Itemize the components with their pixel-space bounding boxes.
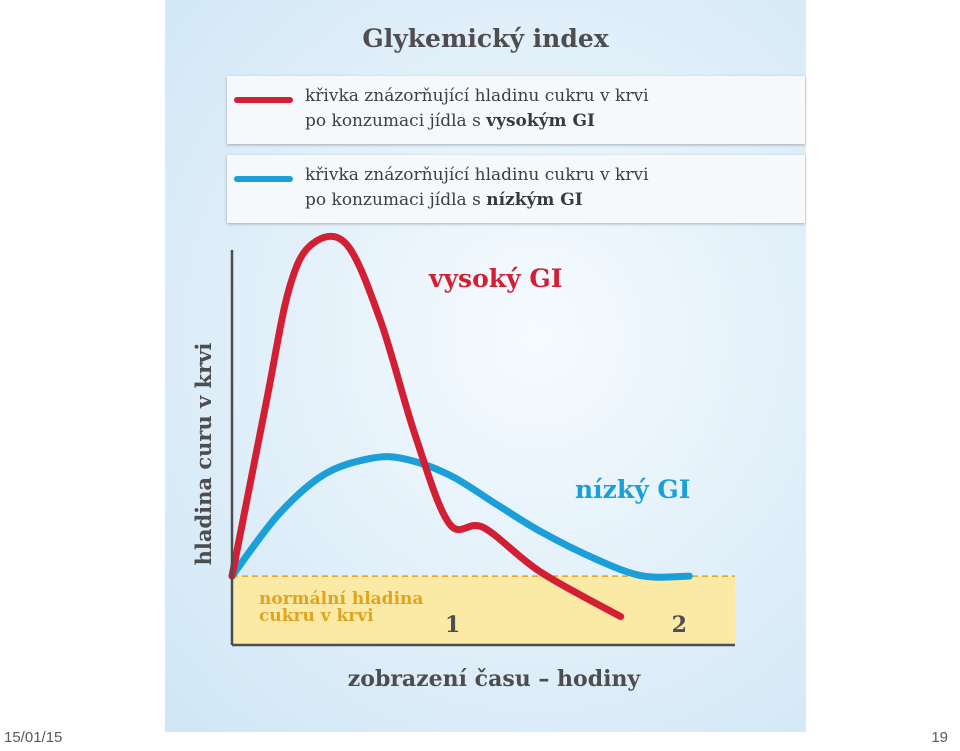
series-label-high-gi: vysoký GI <box>428 264 562 293</box>
y-axis-label: hladina curu v krvi <box>191 343 216 566</box>
normal-level-label-line-1: normální hladina <box>259 589 423 609</box>
normal-level-label-line-2: cukru v krvi <box>259 606 374 626</box>
legend-entry-low-gi: křivka znázorňující hladinu cukru v krvi… <box>227 155 805 223</box>
legend-line-1: křivka znázorňující hladinu cukru v krvi <box>305 165 649 185</box>
legend-line-2-prefix: po konzumaci jídla s <box>305 190 487 210</box>
legend-line-2: po konzumaci jídla s vysokým GI <box>305 109 800 134</box>
x-axis-label: zobrazení času – hodiny <box>348 666 642 692</box>
chart-title: Glykemický index <box>362 24 609 53</box>
x-tick-label-1: 1 <box>445 612 460 638</box>
plot-area: normální hladina cukru v krvi 1 2 vysoký… <box>191 232 735 692</box>
x-tick-label-2: 2 <box>672 612 687 638</box>
legend-line-2-prefix: po konzumaci jídla s <box>305 111 487 131</box>
legend-entry-high-gi: křivka znázorňující hladinu cukru v krvi… <box>227 76 805 144</box>
series-layer <box>228 232 693 621</box>
slide-number: 19 <box>931 729 948 746</box>
legend-line-2: po konzumaci jídla s nízkým GI <box>305 188 800 213</box>
glycemic-index-figure: Glykemický index křivka znázorňující hla… <box>165 0 806 732</box>
series-line-high-gi <box>228 232 625 621</box>
legend-swatch-high-gi <box>234 97 293 103</box>
legend-swatch-low-gi <box>234 176 293 182</box>
legend-line-2-emphasis: nízkým GI <box>486 190 583 210</box>
series-line-low-gi <box>228 453 693 581</box>
legend-text-low-gi: křivka znázorňující hladinu cukru v krvi… <box>305 163 800 213</box>
legend-text-high-gi: křivka znázorňující hladinu cukru v krvi… <box>305 84 800 134</box>
normal-level-band <box>232 576 735 645</box>
legend-line-2-emphasis: vysokým GI <box>486 111 595 131</box>
series-label-low-gi: nízký GI <box>575 475 690 504</box>
slide-date: 15/01/15 <box>4 729 63 746</box>
legend-line-1: křivka znázorňující hladinu cukru v krvi <box>305 86 649 106</box>
